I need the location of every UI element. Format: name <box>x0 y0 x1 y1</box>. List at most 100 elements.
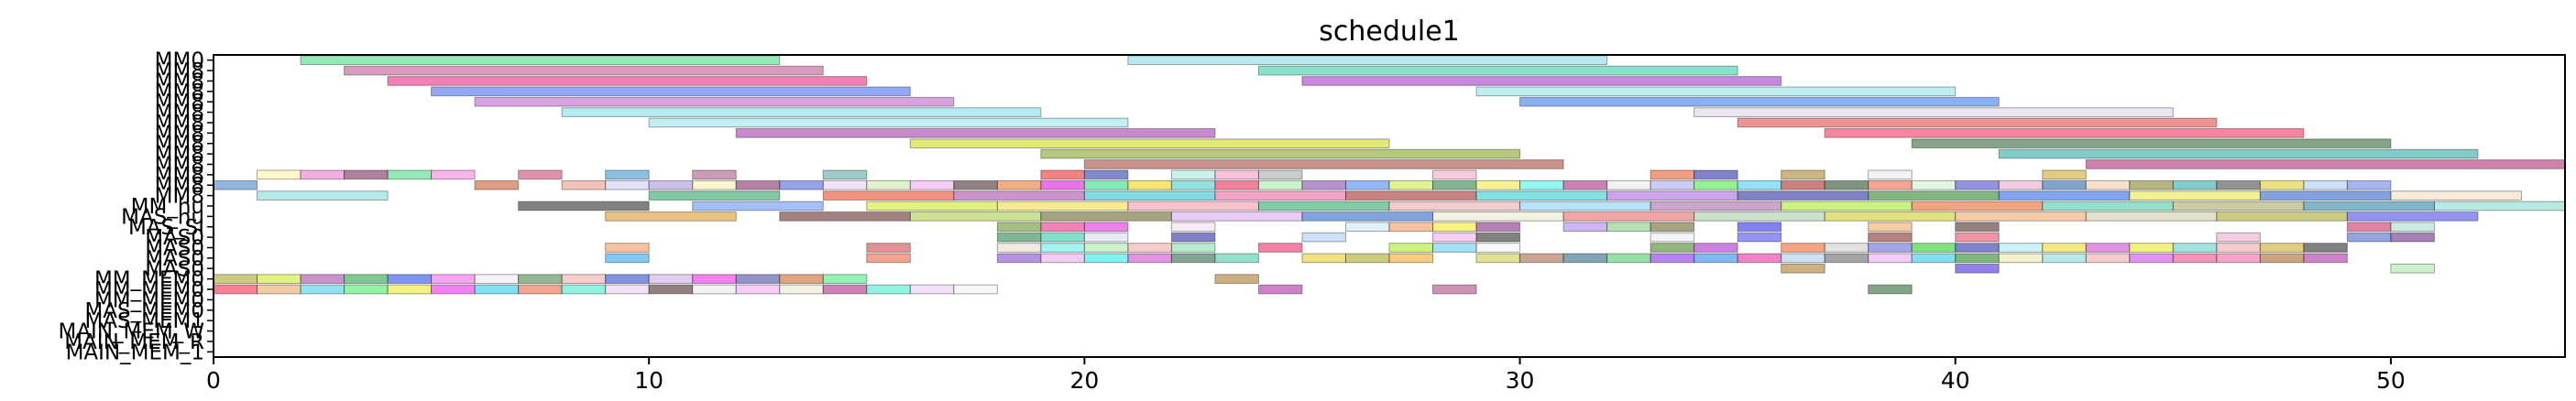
task-bar <box>2304 254 2348 263</box>
task-bar <box>258 275 301 284</box>
task-bar <box>867 244 911 253</box>
x-tick-label: 20 <box>1069 367 1099 394</box>
task-bar <box>823 275 867 284</box>
task-bar <box>867 180 911 190</box>
task-bar <box>388 275 432 284</box>
task-bar <box>1084 244 1128 253</box>
y-axis: MM0MM8MM8MM8MM8MM8MM8MM8MM8MM8MM8MM8MM8M… <box>58 49 214 365</box>
task-bar <box>1476 244 1520 253</box>
task-bar <box>1825 254 1869 263</box>
task-bar <box>1041 180 1085 190</box>
task-bar <box>1999 254 2043 263</box>
task-bar <box>1171 244 1215 253</box>
task-bar <box>388 285 432 294</box>
task-bar <box>258 170 301 179</box>
task-bar <box>1041 244 1085 253</box>
task-bar <box>475 97 954 106</box>
task-bar <box>910 285 954 294</box>
task-bar <box>1737 222 1781 232</box>
task-bar <box>1563 212 1694 222</box>
task-bar <box>606 170 650 179</box>
task-bar <box>2347 212 2478 222</box>
task-bar <box>301 275 345 284</box>
task-bar <box>736 129 1215 138</box>
task-bar <box>2391 222 2435 232</box>
task-bar <box>1215 254 1259 263</box>
task-bar <box>954 285 998 294</box>
task-bar <box>1476 191 1607 200</box>
task-bar <box>693 285 737 294</box>
task-bar <box>780 180 824 190</box>
task-bar <box>606 254 650 263</box>
task-bar <box>2217 212 2348 222</box>
task-bar <box>1389 180 1433 190</box>
task-bar <box>562 275 606 284</box>
task-bar <box>2217 180 2261 190</box>
task-bar <box>1869 170 1913 179</box>
task-bar <box>1999 191 2130 200</box>
task-bar <box>2391 233 2435 242</box>
task-bar <box>2086 180 2130 190</box>
task-bar <box>606 212 737 222</box>
x-tick-label: 40 <box>1941 367 1970 394</box>
task-bar <box>1650 244 1694 253</box>
task-bar <box>867 254 911 263</box>
task-bar <box>1694 254 1738 263</box>
task-bar <box>1825 129 2304 138</box>
task-bar <box>1869 254 1913 263</box>
task-bar <box>1389 222 1433 232</box>
task-bar <box>867 285 911 294</box>
task-bar <box>214 285 258 294</box>
task-bar <box>475 275 519 284</box>
task-bar <box>1084 170 1128 179</box>
task-bar <box>997 244 1041 253</box>
task-bar <box>2086 160 2565 169</box>
task-bar <box>649 118 1128 127</box>
task-bar <box>2217 254 2261 263</box>
task-bar <box>2391 191 2522 200</box>
task-bar <box>867 201 998 211</box>
task-bar <box>1215 180 1259 190</box>
task-bar <box>1084 160 1563 169</box>
task-bar <box>1041 149 1520 158</box>
task-bar <box>2173 201 2304 211</box>
task-bar <box>1171 222 1215 232</box>
task-bar <box>1956 244 2000 253</box>
task-bar <box>2260 254 2304 263</box>
task-bar <box>1084 191 1215 200</box>
task-bar <box>1694 244 1738 253</box>
task-bar <box>606 285 650 294</box>
task-bar <box>1912 254 1956 263</box>
task-bar <box>1694 108 2174 117</box>
task-bar <box>1563 180 1607 190</box>
task-bar <box>1171 254 1215 263</box>
x-tick-label: 10 <box>634 367 663 394</box>
task-bar <box>519 170 563 179</box>
task-bar <box>2130 191 2261 200</box>
task-bar <box>1084 180 1128 190</box>
task-bar <box>606 244 650 253</box>
task-bar <box>1869 191 2000 200</box>
task-bar <box>954 180 998 190</box>
task-bar <box>1302 180 1346 190</box>
task-bar <box>954 191 1085 200</box>
task-bar <box>1171 180 1215 190</box>
task-bar <box>1215 191 1346 200</box>
x-axis: 0 10 20 30 40 50 <box>206 357 2406 394</box>
task-bar <box>475 180 519 190</box>
task-bar <box>1607 254 1651 263</box>
task-bar <box>1694 212 1825 222</box>
task-bar <box>2043 244 2087 253</box>
task-bar <box>1781 244 1825 253</box>
task-bar <box>1737 118 2217 127</box>
task-bar <box>2086 244 2130 253</box>
task-bar <box>1737 180 1781 190</box>
task-bar <box>2086 212 2217 222</box>
task-bar <box>1520 97 2000 106</box>
task-bar <box>780 275 824 284</box>
task-bar <box>2304 180 2348 190</box>
task-bar <box>1737 254 1781 263</box>
task-bar <box>519 275 563 284</box>
task-bar <box>1041 233 1085 242</box>
task-bar <box>1825 180 1869 190</box>
